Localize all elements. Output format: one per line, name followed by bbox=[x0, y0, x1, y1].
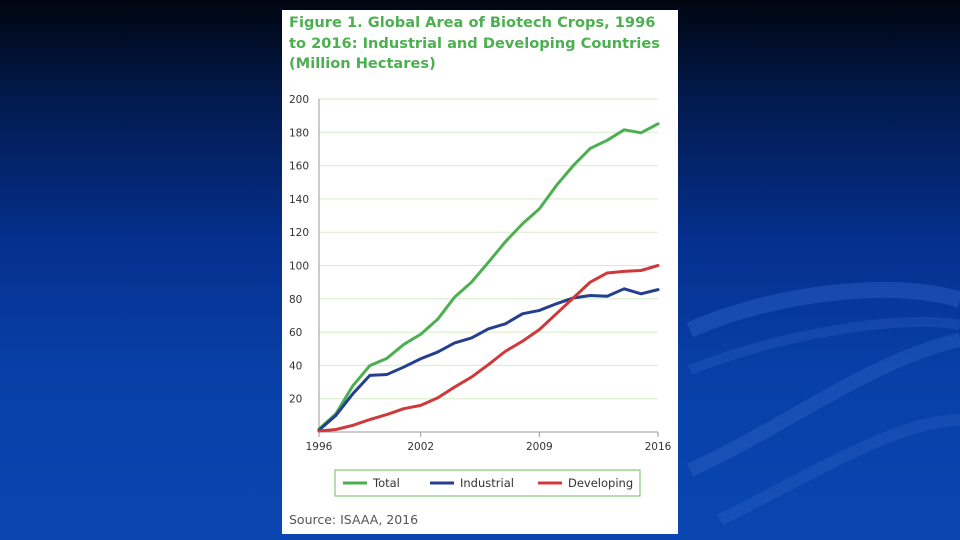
legend-box bbox=[334, 469, 641, 497]
series-line-total bbox=[317, 122, 660, 431]
series-line-developing bbox=[317, 264, 660, 433]
legend-label-total: Total bbox=[372, 476, 400, 490]
chart-title-line: (Million Hectares) bbox=[289, 55, 436, 72]
chart-title-line: to 2016: Industrial and Developing Count… bbox=[289, 34, 660, 52]
y-tick-label: 100 bbox=[289, 261, 309, 273]
y-tick-label: 160 bbox=[289, 161, 309, 173]
y-tick-label: 60 bbox=[289, 327, 302, 339]
y-tick-label: 140 bbox=[289, 194, 309, 206]
line-chart: 20 40 60 80 100 120 140 160 180 200 1996 2002 2009 20… bbox=[289, 94, 672, 497]
chart-title-line: Figure 1. Global Area of Biotech Crops, … bbox=[289, 14, 656, 31]
chart-source: Source: ISAAA, 2016 bbox=[289, 512, 419, 527]
y-tick-label: 80 bbox=[289, 294, 302, 306]
y-tick-label: 120 bbox=[289, 227, 309, 239]
x-tick-label: 2009 bbox=[526, 441, 553, 453]
legend-label-industrial: Industrial bbox=[460, 476, 514, 490]
y-tick-label: 20 bbox=[289, 394, 302, 406]
figure-card: Figure 1. Global Area of Biotech Crops, … bbox=[282, 10, 678, 534]
series-line-industrial bbox=[317, 287, 660, 432]
y-tick-label: 180 bbox=[289, 127, 309, 139]
x-tick-label: 2016 bbox=[645, 441, 672, 453]
y-tick-label: 40 bbox=[289, 360, 302, 372]
y-tick-label: 200 bbox=[289, 94, 309, 106]
legend-label-developing: Developing bbox=[568, 476, 633, 490]
x-tick-label: 2002 bbox=[407, 441, 434, 453]
x-tick-label: 1996 bbox=[306, 441, 333, 453]
legend: Total Industrial Developing bbox=[334, 469, 641, 497]
chart-title: Figure 1. Global Area of Biotech Crops, … bbox=[289, 13, 674, 75]
